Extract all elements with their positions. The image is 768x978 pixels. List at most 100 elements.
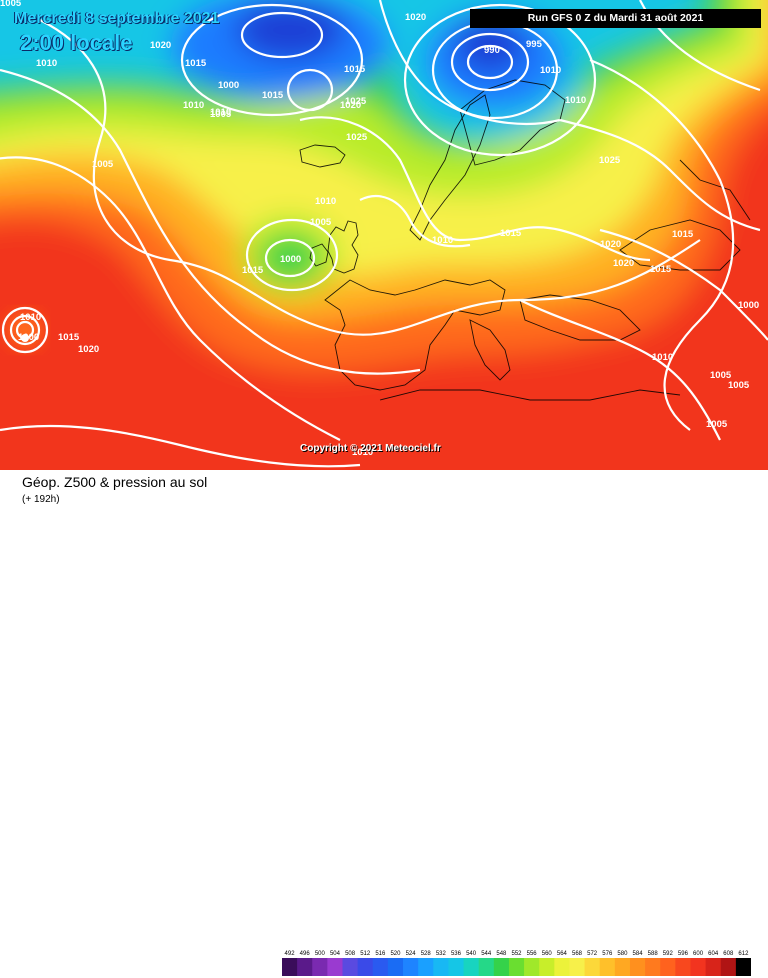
- legend-swatch: [524, 958, 540, 976]
- pressure-label: 1000: [280, 254, 301, 265]
- legend-value: 584: [633, 951, 644, 957]
- legend-value: 520: [390, 951, 401, 957]
- legend-value: 560: [542, 951, 553, 957]
- copyright: Copyright © 2021 Meteociel.fr: [300, 443, 441, 454]
- legend-value: 556: [527, 951, 538, 957]
- pressure-label: 1025: [346, 132, 368, 143]
- legend-value: 536: [451, 951, 462, 957]
- legend-value: 604: [708, 951, 719, 957]
- legend-swatch: [387, 958, 404, 976]
- pressure-label: 1010: [565, 95, 586, 106]
- legend-value: 500: [315, 951, 326, 957]
- pressure-label: 995: [526, 39, 543, 50]
- legend-swatch: [584, 958, 601, 976]
- pressure-label: 1005: [92, 159, 114, 170]
- legend-value: 568: [572, 951, 583, 957]
- legend-swatch: [342, 958, 359, 976]
- legend-value: 496: [300, 951, 311, 957]
- legend-swatch: [372, 958, 389, 976]
- legend-value: 588: [648, 951, 659, 957]
- pressure-label: 1020: [150, 40, 171, 51]
- legend-value: 564: [557, 951, 568, 957]
- pressure-label: 1005: [706, 419, 728, 430]
- pressure-label: 1010: [432, 235, 453, 246]
- pressure-label: 1010: [352, 447, 373, 458]
- legend-swatch: [312, 958, 328, 976]
- legend-swatch: [554, 958, 570, 976]
- pressure-label: 1005: [210, 109, 232, 120]
- legend-swatch: [614, 958, 631, 976]
- legend-swatch: [297, 958, 313, 976]
- pressure-label: 1010: [315, 196, 336, 207]
- legend-swatch: [327, 958, 344, 976]
- pressure-label: 1015: [344, 64, 366, 75]
- legend-value: 528: [421, 951, 432, 957]
- pressure-label: 1020: [600, 239, 621, 250]
- legend-value: 508: [345, 951, 356, 957]
- legend-value: 572: [587, 951, 598, 957]
- pressure-label: 1025: [599, 155, 621, 166]
- legend-value: 592: [663, 951, 674, 957]
- legend-swatch: [478, 958, 495, 976]
- pressure-label: 1010: [540, 65, 561, 76]
- legend-swatch: [660, 958, 676, 976]
- pressure-label: 1000: [218, 80, 239, 91]
- legend-value: 504: [330, 951, 341, 957]
- legend-value: 544: [481, 951, 492, 957]
- pressure-label: 1015: [262, 90, 284, 101]
- pressure-label: 1015: [242, 265, 264, 276]
- legend-swatch: [629, 958, 646, 976]
- pressure-label: 1015: [500, 228, 522, 239]
- pressure-label: 1015: [672, 229, 694, 240]
- legend-value: 512: [360, 951, 371, 957]
- legend-swatch: [357, 958, 374, 976]
- pressure-label: 1025: [345, 96, 367, 107]
- z500-field: [0, 0, 768, 470]
- legend-swatch: [599, 958, 616, 976]
- legend-swatch: [463, 958, 480, 976]
- pressure-label: 1015: [58, 332, 80, 343]
- legend-swatch: [675, 958, 691, 976]
- weather-map: 1005 1010 1015 1020 1025 1000 990 995 1015 1010 10…: [0, 0, 768, 470]
- legend-value: 552: [511, 951, 522, 957]
- legend-swatch: [645, 958, 661, 976]
- legend-value: 608: [723, 951, 734, 957]
- pressure-label: 1005: [0, 0, 22, 9]
- pressure-label: 1010: [183, 100, 204, 111]
- pressure-label: 1005: [310, 217, 332, 228]
- legend-swatch: [735, 958, 751, 976]
- pressure-label: 1005: [710, 370, 732, 381]
- legend-value: 532: [436, 951, 447, 957]
- legend-value: 516: [375, 951, 386, 957]
- legend-value: 524: [406, 951, 417, 957]
- footer: Géop. Z500 & pression au sol (+ 192h) 49…: [0, 470, 768, 976]
- pressure-label: 1010: [20, 312, 41, 323]
- legend-value: 600: [693, 951, 704, 957]
- legend-swatch: [690, 958, 707, 976]
- legend-swatch: [493, 958, 510, 976]
- legend-value: 540: [466, 951, 477, 957]
- pressure-label: 1005: [728, 380, 750, 391]
- pressure-label: 1000: [738, 300, 759, 311]
- pressure-label: 1015: [185, 58, 207, 69]
- pressure-label: 1010: [36, 58, 57, 69]
- legend-swatch: [508, 958, 525, 976]
- legend-swatch: [705, 958, 722, 976]
- legend-swatch: [720, 958, 737, 976]
- legend-swatch: [418, 958, 434, 976]
- west-low-field: [7, 312, 43, 348]
- valid-time: 2:00 locale: [20, 30, 133, 55]
- legend-value: 548: [496, 951, 507, 957]
- legend-value: 580: [617, 951, 628, 957]
- legend-swatch: [433, 958, 449, 976]
- pressure-labels: 1005 1010 1015 1020 1025 1000 990 995 1015 1010 10…: [0, 0, 759, 458]
- run-info: Run GFS 0 Z du Mardi 31 août 2021: [470, 9, 761, 28]
- legend-value: 576: [602, 951, 613, 957]
- legend-swatch: [448, 958, 465, 976]
- legend-value: 492: [285, 951, 296, 957]
- pressure-label: 990: [484, 45, 500, 56]
- legend-swatch: [403, 958, 419, 976]
- product-title: Géop. Z500 & pression au sol: [22, 474, 208, 490]
- legend-swatch: [569, 958, 586, 976]
- lead-time: (+ 192h): [22, 494, 60, 505]
